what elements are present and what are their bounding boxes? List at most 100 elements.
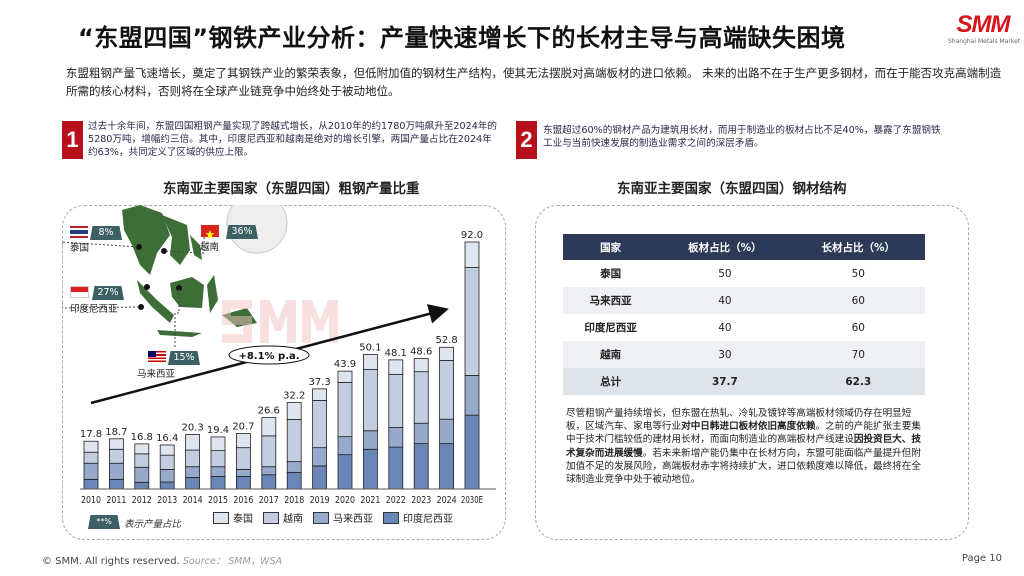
bar-segment — [235, 469, 251, 477]
bar-segment — [134, 453, 150, 468]
page-number: Page 10 — [961, 553, 1002, 564]
analysis-emphasis: 因投资巨大、技术复杂而进展缓慢 — [566, 434, 921, 459]
x-tick-label: 2014 — [183, 495, 203, 506]
bar-total-label: 16.4 — [156, 433, 178, 444]
x-tick-label: 2030E — [461, 495, 483, 506]
bar-total-label: 50.1 — [359, 342, 381, 353]
vietnam-flag-icon — [201, 225, 219, 239]
share-badge-malaysia: 15% — [168, 351, 200, 365]
bar-segment — [388, 373, 404, 428]
cell-flat: 50 — [718, 267, 732, 280]
bar-segment — [464, 241, 480, 268]
cell-total-flat: 37.7 — [658, 368, 792, 395]
point-number-2: 2 — [516, 121, 537, 159]
bar-segment — [185, 434, 200, 451]
bar-segment — [109, 478, 124, 490]
cell-country: 泰国 — [600, 268, 622, 280]
share-badge-vietnam: 36% — [226, 225, 258, 239]
share-badge-thailand: 8% — [90, 226, 122, 240]
x-tick-label: 2012 — [132, 495, 152, 506]
share-badge-indonesia: 27% — [92, 286, 124, 300]
badge-legend: **% — [88, 515, 120, 529]
bar-segment — [83, 451, 99, 464]
legend-label: 泰国 — [233, 514, 253, 525]
analysis-text: 尽管粗钢产量持续增长，但东盟在热轧、冷轧及镀锌等高端板材领域仍存在明显短板，区域… — [566, 408, 912, 433]
col-header-flat: 板材占比（%） — [658, 234, 792, 260]
bar-segment — [210, 450, 226, 468]
footer: © SMM. All rights reserved. Source： SMM，… — [42, 553, 282, 567]
col-header-country: 国家 — [563, 234, 659, 260]
bar-segment — [362, 430, 378, 450]
label-vietnam: 越南 — [200, 242, 220, 253]
cell-long: 50 — [851, 267, 865, 280]
bar-segment — [159, 481, 175, 490]
bar-segment — [362, 354, 378, 370]
watermark-graphic — [222, 300, 338, 343]
bar-segment — [159, 454, 175, 470]
bar-total-label: 37.3 — [308, 377, 330, 388]
bar-segment — [210, 436, 226, 452]
legend-swatch — [383, 511, 399, 524]
bar-segment — [337, 382, 353, 438]
legend-item: 马来西亚 — [313, 510, 373, 525]
bar-segment — [159, 469, 175, 483]
point-number-1: 1 — [62, 121, 83, 159]
map-java — [157, 330, 202, 337]
cell-flat: 40 — [718, 321, 732, 334]
bar-segment — [109, 462, 124, 480]
legend-swatch — [313, 511, 329, 524]
bar-segment — [312, 447, 328, 467]
map-leader — [62, 303, 142, 309]
cell-country: 越南 — [563, 341, 659, 368]
bar-segment — [134, 443, 150, 455]
bar-total-label: 20.7 — [232, 421, 254, 432]
bar-total-label: 16.8 — [131, 432, 153, 443]
bar-segment — [388, 359, 404, 375]
bar-segment — [261, 474, 277, 490]
bar-segment — [337, 436, 353, 456]
x-tick-label: 2018 — [284, 495, 304, 506]
badge-legend-text: 表示产量占比 — [124, 519, 182, 530]
analysis-paragraph: 尽管粗钢产量持续增长，但东盟在热轧、冷轧及镀锌等高端板材领域仍存在明显短板，区域… — [566, 407, 922, 486]
bar-segment — [109, 438, 124, 450]
table-total-row: 总计 37.7 62.3 — [563, 368, 925, 395]
x-tick-label: 2015 — [208, 495, 228, 506]
map-sulawesi — [207, 275, 218, 313]
cagr-label: +8.1% p.a. — [238, 351, 299, 362]
table-title: 东南亚主要国家（东盟四国）钢材结构 — [617, 181, 847, 197]
bar-segment — [388, 427, 404, 448]
cell-flat: 40 — [658, 287, 792, 314]
legend-swatch — [213, 511, 229, 524]
legend-label: 马来西亚 — [333, 514, 373, 525]
bar-segment — [109, 448, 124, 464]
bar-total-label: 20.3 — [181, 422, 203, 433]
steel-structure-table: 国家 板材占比（%） 长材占比（%） 泰国 50 50 马来西亚 40 60 印度尼西亚… — [563, 234, 925, 395]
bar-segment — [413, 358, 429, 373]
bar-segment — [235, 433, 251, 449]
bar-segment — [388, 446, 404, 490]
map-dot — [144, 284, 150, 290]
bar-segment — [185, 466, 200, 478]
bar-segment — [312, 465, 328, 490]
x-tick-label: 2011 — [106, 495, 126, 506]
x-tick-label: 2024 — [437, 495, 457, 506]
col-header-long: 长材占比（%） — [791, 234, 925, 260]
bar-segment — [312, 388, 328, 401]
map — [62, 205, 338, 347]
bar-segment — [439, 346, 455, 361]
legend-label: 越南 — [283, 514, 303, 525]
map-mainland — [122, 205, 170, 275]
bar-segment — [439, 443, 455, 490]
bar-total-label: 48.1 — [385, 348, 407, 359]
bar-segment — [83, 462, 99, 480]
logo-text: SMM — [956, 11, 1011, 38]
legend-item: 印度尼西亚 — [383, 510, 453, 525]
cell-country: 印度尼西亚 — [584, 322, 637, 334]
bar-segment — [210, 475, 226, 490]
bar-total-label: 32.2 — [283, 391, 305, 402]
table-row: 泰国 50 50 — [563, 260, 925, 287]
bar-segment — [337, 454, 353, 490]
label-indonesia: 印度尼西亚 — [70, 304, 118, 315]
bar-segment — [83, 478, 99, 490]
bar-segment — [235, 447, 251, 470]
